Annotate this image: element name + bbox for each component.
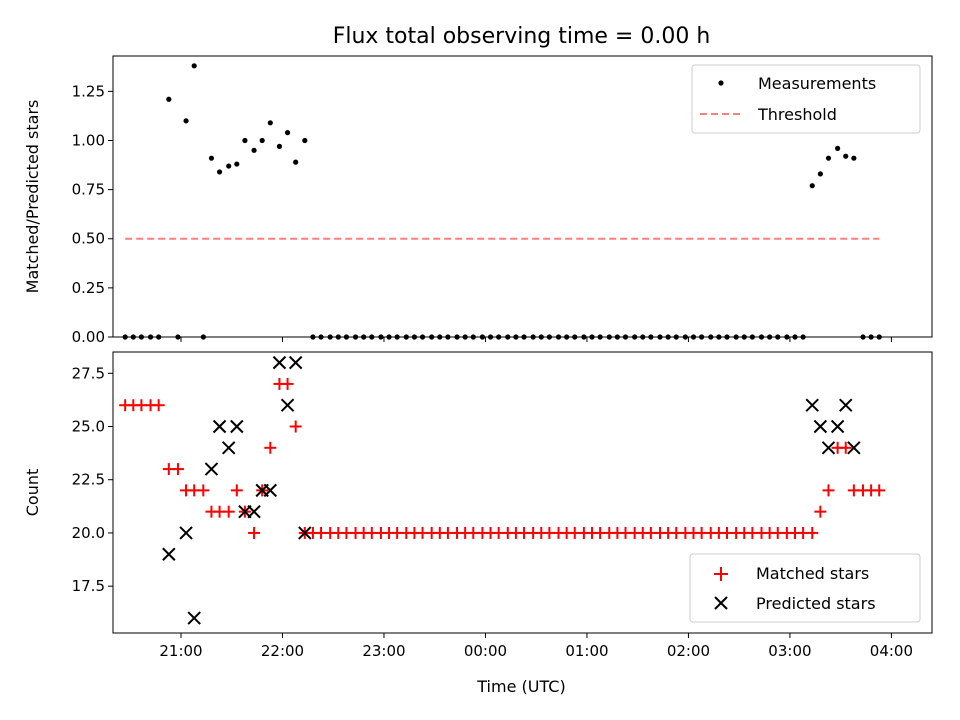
x-axis-label: Time (UTC)	[476, 677, 565, 696]
matched-star-point	[197, 484, 210, 497]
bottom-y-tick-label: 22.5	[72, 471, 105, 489]
x-tick-label: 01:00	[565, 642, 608, 660]
top-y-tick-label: 1.25	[72, 82, 105, 100]
predicted-star-point	[288, 355, 303, 370]
top-y-tick-label: 0.75	[72, 181, 105, 199]
predicted-star-point	[821, 441, 836, 455]
bottom-y-tick-label: 27.5	[72, 364, 105, 382]
predicted-star-point	[813, 419, 828, 434]
matched-star-point	[222, 505, 235, 518]
x-tick-label: 04:00	[870, 642, 913, 660]
bottom-x-ticks: 21:00 22:00 23:00 00:00 01:00 02:00 03:00 04:00	[159, 633, 913, 660]
measurement-point	[851, 155, 857, 161]
legend-threshold-label: Threshold	[757, 105, 837, 124]
top-y-tick-label: 0.50	[72, 230, 105, 248]
measurement-point	[208, 155, 215, 161]
top-axes-frame	[112, 55, 933, 338]
matched-star-point	[264, 441, 277, 454]
predicted-star-point	[839, 398, 853, 412]
matched-star-point	[814, 505, 827, 518]
x-tick-label: 00:00	[464, 642, 507, 660]
top-y-ticks: 0.00 0.25 0.50 0.75 1.00 1.25	[72, 82, 113, 346]
predicted-star-point	[805, 398, 819, 412]
predicted-star-point	[212, 419, 227, 434]
predicted-star-point	[204, 462, 219, 476]
measurement-point	[817, 171, 823, 177]
matched-star-point	[248, 526, 261, 539]
predicted-star-point	[221, 441, 236, 455]
bottom-y-axis-label: Count	[23, 469, 42, 517]
measurement-point	[825, 155, 832, 161]
matched-star-point	[152, 399, 165, 412]
predicted-star-point	[162, 547, 176, 561]
x-tick-label: 02:00	[667, 642, 710, 660]
measurement-point	[835, 145, 841, 151]
predicted-star-point	[280, 398, 295, 412]
measurement-point	[259, 137, 265, 144]
bottom-y-tick-label: 20.0	[72, 524, 105, 542]
predicted-star-point	[187, 611, 201, 625]
bottom-legend: Matched stars Predicted stars	[689, 553, 921, 623]
top-y-tick-label: 0.25	[72, 279, 105, 297]
predicted-star-point	[272, 355, 287, 370]
measurement-point	[166, 96, 172, 102]
top-x-ticks	[180, 337, 892, 342]
measurement-point	[302, 137, 308, 144]
bottom-y-ticks: 17.5 20.0 22.5 25.0 27.5	[72, 364, 113, 595]
x-tick-label: 22:00	[261, 642, 304, 660]
measurement-point	[242, 137, 248, 144]
measurement-point	[183, 118, 189, 124]
matched-star-point	[873, 484, 886, 497]
x-tick-label: 23:00	[362, 642, 405, 660]
x-tick-label: 03:00	[768, 642, 811, 660]
x-tick-label: 21:00	[159, 642, 202, 660]
bottom-y-tick-label: 25.0	[72, 418, 105, 436]
bottom-panel: Count Time (UTC) 17.5 20.0 22.5 25.0 27.5 21…	[23, 351, 933, 696]
measurement-point	[843, 153, 849, 159]
measurement-point	[293, 159, 299, 165]
chart-title: Flux total observing time = 0.00 h	[333, 24, 711, 49]
predicted-star-point	[830, 419, 845, 434]
legend-measurements-marker	[718, 80, 724, 86]
matched-star-point	[289, 420, 302, 433]
matched-star-point	[839, 441, 852, 454]
measurement-point	[267, 120, 273, 126]
measurement-point	[284, 130, 291, 136]
legend-matched-label: Matched stars	[756, 564, 869, 583]
legend-predicted-label: Predicted stars	[756, 594, 876, 613]
top-y-axis-label: Matched/Predicted stars	[23, 100, 42, 294]
top-legend-box	[691, 64, 921, 134]
measurement-point	[191, 63, 197, 69]
matched-star-point	[171, 463, 184, 476]
measurement-point	[216, 169, 223, 175]
measurement-point	[251, 147, 257, 153]
predicted-star-point	[298, 526, 312, 540]
matched-star-point	[822, 484, 835, 497]
top-panel: Flux total observing time = 0.00 h Match…	[23, 24, 933, 346]
bottom-plot-marks	[119, 355, 886, 625]
legend-measurements-label: Measurements	[758, 74, 876, 93]
bottom-legend-box	[689, 553, 921, 623]
predicted-star-point	[847, 441, 861, 455]
predicted-star-point	[230, 419, 244, 434]
predicted-star-point	[263, 483, 278, 498]
legend-predicted-marker	[714, 596, 728, 610]
predicted-star-point	[247, 504, 261, 519]
measurement-point	[234, 161, 240, 167]
measurement-point	[276, 143, 283, 149]
matched-star-point	[230, 484, 243, 497]
bottom-y-tick-label: 17.5	[72, 577, 105, 595]
bottom-axes-frame	[112, 351, 933, 634]
matched-star-point	[281, 377, 294, 390]
top-legend: Measurements Threshold	[691, 64, 921, 134]
measurement-point	[226, 163, 232, 169]
top-y-tick-label: 1.00	[72, 131, 105, 149]
measurement-point	[809, 183, 815, 189]
predicted-star-point	[179, 526, 193, 540]
top-y-tick-label: 0.00	[72, 328, 105, 346]
legend-matched-marker	[714, 567, 728, 581]
matched-star-point	[806, 526, 819, 539]
